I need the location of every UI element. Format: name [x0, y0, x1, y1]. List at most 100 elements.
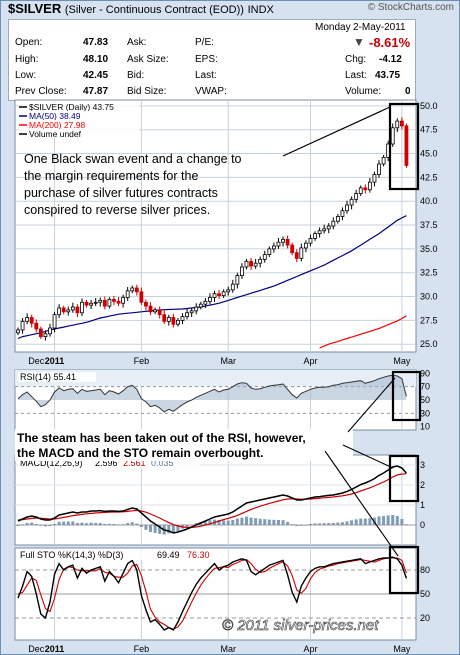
quote-day: Monday [315, 22, 351, 33]
price-candle-body [349, 198, 354, 206]
price-candle-body [121, 297, 126, 304]
macd-histogram-bar [103, 524, 107, 525]
price-candle-body [226, 289, 231, 293]
macd-histogram-bar [340, 522, 344, 525]
sto-xtick-label: Feb [134, 644, 150, 654]
price-candle-body [107, 299, 112, 307]
price-legend-bg [19, 120, 139, 129]
exchange-label: INDX [247, 4, 274, 16]
percent-change: -8.61% [369, 35, 411, 50]
macd-histogram-bar [363, 518, 367, 525]
rsi-area [18, 375, 407, 412]
macd-histogram-bar [158, 525, 162, 534]
macd-histogram-bar [126, 523, 130, 525]
highlight-box-price [388, 102, 420, 191]
price-candle-body [139, 291, 144, 303]
price-xtick-label: 2011 [45, 356, 65, 366]
macd-histogram-bar [112, 524, 116, 525]
last-price-value: 43.75 [375, 70, 401, 81]
macd-legend-signal: 2.561 [123, 458, 146, 468]
sto-xtick-label: May [393, 644, 411, 654]
macd-histogram-bar [395, 516, 399, 525]
price-candle-body [290, 244, 295, 254]
annotation-swan-text: the margin requirements for the [24, 169, 198, 183]
price-candle-body [125, 290, 130, 298]
macd-histogram-bar [276, 520, 280, 525]
rsi-legend-entry: RSI(14) 55.41 [20, 372, 76, 382]
price-candle-body [153, 309, 157, 313]
price-candle-body [134, 287, 139, 293]
macd-histogram-bar [80, 522, 84, 525]
annotation-rsi-text: the MACD and the STO remain overbought. [17, 446, 263, 460]
price-xtick-label: Dec [28, 356, 45, 366]
macd-histogram-bar [336, 522, 340, 525]
macd-histogram-bar [48, 525, 52, 526]
price-ytick-label: 50.0 [420, 101, 438, 111]
volume-value: 0 [405, 86, 411, 97]
price-candle-body [75, 306, 80, 314]
macd-histogram-bar [171, 525, 175, 534]
price-ytick-label: 40.0 [420, 196, 438, 206]
price-candle-body [112, 299, 116, 302]
macd-histogram-bar [331, 523, 335, 525]
price-candle-body [20, 320, 25, 331]
macd-histogram-bar [391, 515, 395, 525]
price-candle-body [70, 306, 75, 311]
high-label: High: [15, 54, 39, 65]
price-xtick-label: Apr [303, 356, 317, 366]
price-candle-body [240, 266, 244, 276]
ma200-line [319, 315, 407, 349]
macd-histogram-bar [185, 525, 189, 527]
price-candle-body [299, 247, 304, 259]
price-candle-body [322, 228, 327, 232]
price-candle-body [198, 303, 203, 308]
sto-ytick-label: 50 [420, 589, 430, 599]
price-ytick-label: 47.5 [420, 125, 438, 135]
price-candle-body [281, 238, 285, 243]
copyright-watermark: © 2011 silver-prices.net [222, 617, 379, 634]
price-candle-body [180, 316, 185, 321]
price-ytick-label: 30.0 [420, 292, 438, 302]
price-candle-body [399, 120, 404, 127]
high-value: 48.10 [83, 54, 109, 65]
macd-histogram-bar [308, 524, 312, 525]
macd-histogram-bar [318, 523, 322, 525]
price-candle-body [212, 293, 217, 298]
macd-histogram-bar [130, 522, 134, 525]
price-candle-body [80, 301, 84, 314]
price-candle-body [404, 125, 409, 166]
macd-histogram-bar [94, 523, 98, 525]
highlight-box-sto [388, 545, 420, 595]
rsi-ytick-label: 10 [420, 422, 430, 432]
bid-size-label: Bid Size: [127, 86, 167, 97]
price-candle-body [176, 319, 180, 325]
macd-histogram-bar [231, 520, 235, 525]
sto-d-line [17, 557, 407, 630]
macd-histogram-bar [62, 521, 66, 525]
ask-size-label: Ask Size: [127, 54, 169, 65]
annotation-swan-text: conspired to reverse silver prices. [24, 203, 210, 217]
brand-logo[interactable]: © StockCharts.com [367, 2, 454, 13]
price-candle-body [144, 301, 148, 307]
macd-histogram-bar [350, 520, 354, 525]
macd-histogram-bar [149, 525, 153, 532]
sto-xtick-label: Mar [220, 644, 236, 654]
macd-histogram-bar [194, 523, 198, 525]
annotation-sto-pointer [324, 450, 399, 557]
price-candle-body [89, 302, 94, 306]
price-candle-body [38, 328, 43, 338]
ticker-symbol: $SILVER [8, 1, 62, 16]
price-candle-body [203, 300, 208, 305]
price-candle-body [267, 248, 272, 256]
price-candle-body [317, 230, 322, 235]
eps-label: EPS: [195, 54, 218, 65]
price-candle-body [116, 300, 121, 304]
price-candle-body [308, 237, 313, 244]
macd-histogram-bar [71, 521, 75, 525]
price-candle-body [390, 127, 395, 145]
rsi-ytick-label: 30 [420, 408, 430, 418]
price-candle-body [61, 307, 66, 313]
price-candle-body [354, 193, 359, 200]
sto-xtick-label: 2011 [45, 644, 65, 654]
price-candle-body [66, 309, 71, 313]
